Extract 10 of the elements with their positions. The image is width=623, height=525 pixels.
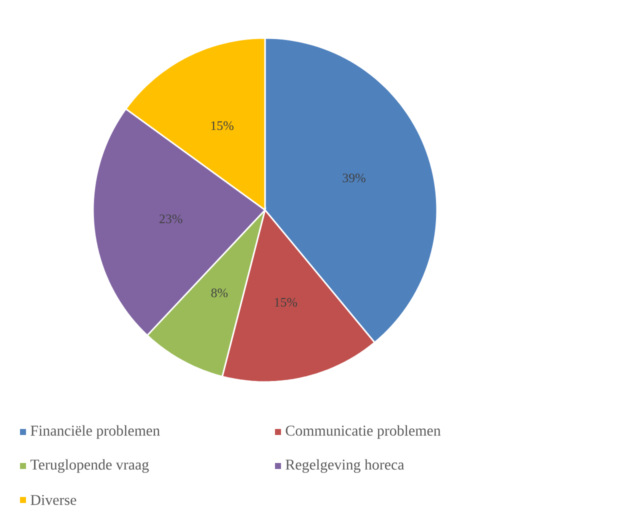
legend-label: Teruglopende vraag — [30, 459, 149, 473]
legend-label: Diverse — [30, 494, 76, 505]
data-label: 8% — [211, 288, 228, 298]
data-label: 15% — [274, 298, 298, 307]
legend-label: Financiële problemen — [30, 425, 160, 439]
data-label: 39% — [342, 174, 366, 182]
legend-label: Regelgeving horeca — [286, 459, 404, 473]
legend-label: Communicatie problemen — [286, 425, 441, 439]
data-label: 23% — [160, 214, 182, 224]
data-label: 15% — [211, 121, 234, 130]
